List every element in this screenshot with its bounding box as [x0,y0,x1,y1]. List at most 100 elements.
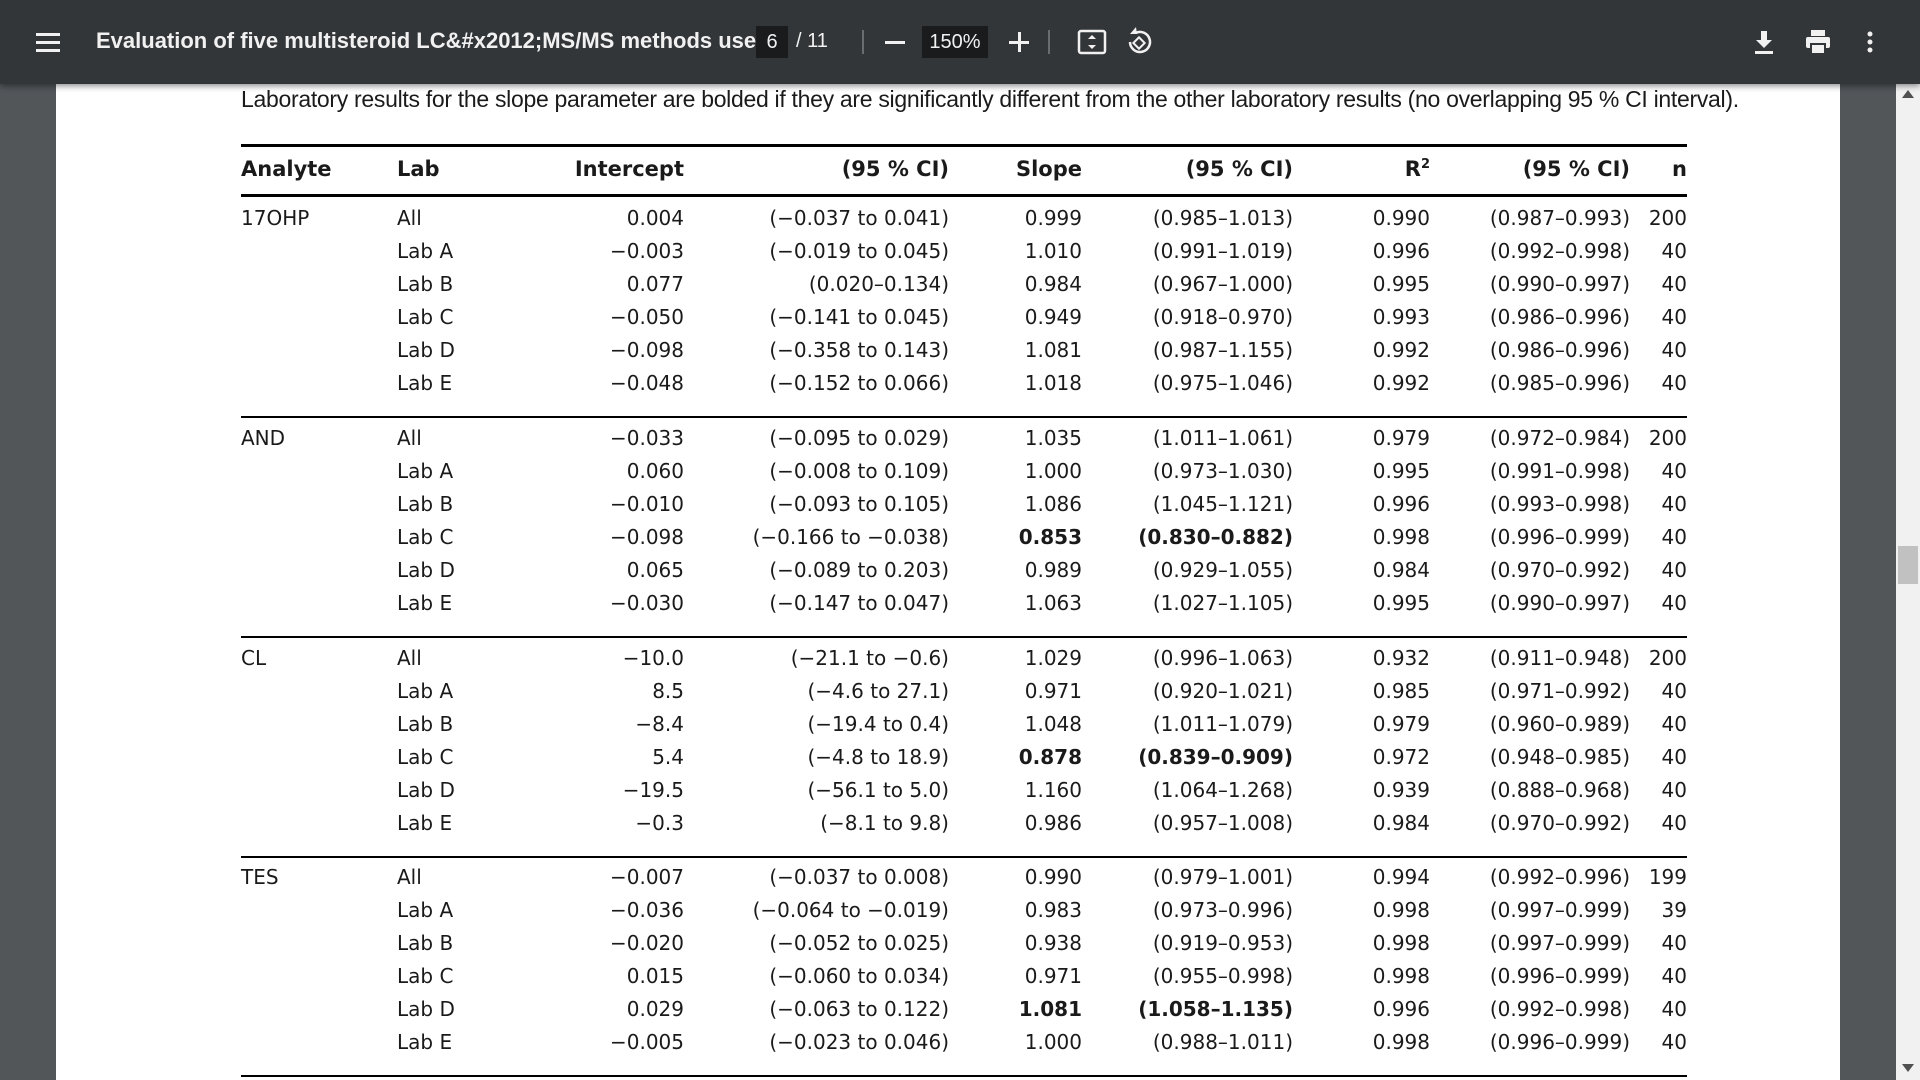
cell-intercept: −10.0 [622,646,684,670]
table-top-rule [241,144,1687,147]
cell-intercept-ci: (−21.1 to −0.6) [790,646,949,670]
cell-slope-ci: (1.011–1.079) [1152,712,1293,736]
cell-intercept: 0.029 [626,997,684,1021]
download-icon[interactable] [1746,24,1782,60]
cell-intercept: −0.098 [609,338,684,362]
cell-intercept: −0.010 [609,492,684,516]
cell-analyte: TES [241,865,279,889]
cell-slope-ci: (0.987–1.155) [1152,338,1293,362]
page-number-input[interactable]: 6 [756,26,788,58]
toolbar-divider [1048,30,1050,54]
cell-r2: 0.998 [1372,1030,1430,1054]
group-separator-rule [241,416,1687,418]
cell-lab: Lab A [397,679,454,703]
scroll-down-arrow-icon[interactable] [1902,1064,1914,1072]
cell-r2: 0.984 [1372,811,1430,835]
cell-r2: 0.998 [1372,525,1430,549]
cell-n: 40 [1661,492,1687,516]
cell-intercept: −0.036 [609,898,684,922]
cell-slope-ci: (0.991–1.019) [1152,239,1293,263]
cell-n: 40 [1661,525,1687,549]
cell-slope-ci: (0.985–1.013) [1152,206,1293,230]
cell-intercept-ci: (−0.093 to 0.105) [769,492,949,516]
rotate-icon[interactable] [1122,24,1158,60]
cell-r2-ci: (0.990–0.997) [1489,272,1630,296]
cell-n: 200 [1648,646,1687,670]
cell-lab: Lab B [397,272,454,296]
cell-lab: Lab C [397,964,454,988]
cell-r2-ci: (0.996–0.999) [1489,964,1630,988]
cell-intercept: 0.004 [626,206,684,230]
cell-r2: 0.932 [1372,646,1430,670]
cell-intercept-ci: (−0.019 to 0.045) [769,239,949,263]
zoom-level-input[interactable]: 150% [922,26,988,58]
cell-r2: 0.979 [1372,426,1430,450]
header-intercept-ci: (95 % CI) [841,157,949,181]
cell-intercept: 0.060 [626,459,684,483]
cell-n: 40 [1661,338,1687,362]
header-slope: Slope [1015,157,1082,181]
cell-lab: Lab A [397,239,454,263]
cell-r2-ci: (0.987–0.993) [1489,206,1630,230]
cell-r2-ci: (0.997–0.999) [1489,931,1630,955]
header-r2: R2 [1405,157,1430,181]
cell-r2: 0.992 [1372,371,1430,395]
fit-page-icon[interactable] [1074,24,1110,60]
cell-intercept: −0.3 [635,811,684,835]
cell-n: 40 [1661,272,1687,296]
cell-slope-ci: (0.955–0.998) [1152,964,1293,988]
cell-lab: Lab E [397,371,453,395]
cell-lab: Lab E [397,811,453,835]
cell-intercept-ci: (−0.063 to 0.122) [769,997,949,1021]
cell-r2-ci: (0.970–0.992) [1489,558,1630,582]
menu-icon[interactable] [26,24,70,60]
cell-slope: 1.081 [1024,338,1082,362]
cell-intercept: −8.4 [635,712,684,736]
cell-intercept-ci: (−0.008 to 0.109) [769,459,949,483]
header-r2-superscript: 2 [1420,157,1430,172]
cell-r2-ci: (0.970–0.992) [1489,811,1630,835]
more-options-icon[interactable] [1852,24,1888,60]
cell-lab: Lab C [397,305,454,329]
scroll-up-arrow-icon[interactable] [1902,90,1914,98]
zoom-out-icon[interactable] [880,25,910,59]
cell-intercept: −0.033 [609,426,684,450]
cell-intercept-ci: (−0.166 to −0.038) [752,525,949,549]
cell-lab: Lab A [397,898,454,922]
cell-slope: 0.999 [1024,206,1082,230]
cell-slope: 1.160 [1024,778,1082,802]
toolbar-divider [862,30,864,54]
cell-r2-ci: (0.986–0.996) [1489,305,1630,329]
cell-slope: 0.986 [1024,811,1082,835]
cell-intercept-ci: (−56.1 to 5.0) [807,778,950,802]
cell-lab: All [397,426,422,450]
cell-slope-ci: (0.929–1.055) [1152,558,1293,582]
cell-lab: Lab D [397,778,455,802]
cell-n: 199 [1648,865,1687,889]
cell-r2: 0.972 [1372,745,1430,769]
cell-n: 40 [1661,305,1687,329]
table-caption: Laboratory results for the slope paramet… [241,86,1739,112]
cell-slope-ci: (1.011–1.061) [1152,426,1293,450]
zoom-in-icon[interactable] [1004,25,1034,59]
cell-slope: 0.984 [1024,272,1082,296]
cell-slope-ci: (1.058–1.135) [1138,997,1293,1021]
cell-n: 40 [1661,712,1687,736]
cell-r2-ci: (0.996–0.999) [1489,525,1630,549]
cell-slope: 1.048 [1024,712,1082,736]
cell-slope: 0.989 [1024,558,1082,582]
group-separator-rule [241,856,1687,858]
pdf-toolbar: Evaluation of five multisteroid LC&#x201… [0,0,1920,84]
cell-lab: Lab D [397,338,455,362]
header-n: n [1672,157,1687,181]
cell-intercept: 5.4 [652,745,684,769]
cell-r2: 0.998 [1372,898,1430,922]
cell-r2-ci: (0.992–0.998) [1489,239,1630,263]
cell-intercept-ci: (−0.052 to 0.025) [769,931,949,955]
cell-intercept: −0.007 [609,865,684,889]
cell-n: 40 [1661,745,1687,769]
scroll-thumb[interactable] [1898,546,1918,584]
print-icon[interactable] [1800,24,1836,60]
cell-n: 40 [1661,811,1687,835]
cell-slope-ci: (0.919–0.953) [1152,931,1293,955]
